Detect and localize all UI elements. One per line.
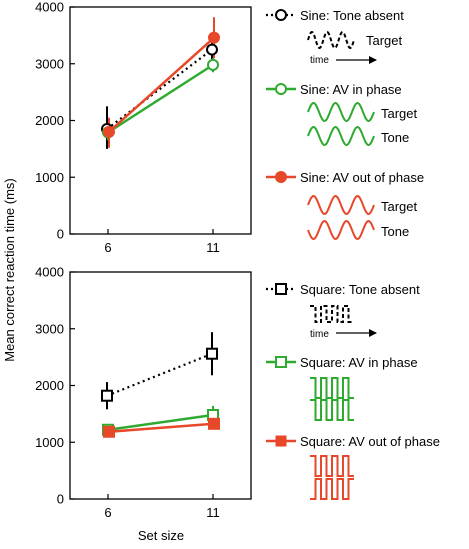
square-y-tick-label: 1000: [35, 435, 64, 450]
sine-y-tick-label: 3000: [35, 56, 64, 71]
legend-entry-sine-tone-absent: Sine: Tone absent: [266, 8, 404, 23]
square-axes: 0 1000 2000 3000 4000 6 11: [35, 265, 220, 521]
sine-x-tick-label: 6: [104, 240, 111, 255]
square-series-2-point: [103, 425, 115, 438]
sine-data-marks: [101, 17, 220, 149]
legend-entry-sine-av-in-phase: Sine: AV in phase: [266, 82, 402, 97]
square-plot-frame: [69, 271, 252, 500]
square-series-0-line: [106, 352, 213, 397]
square-y-tick-label: 0: [57, 492, 64, 507]
square-y-tick-label: 4000: [35, 265, 64, 280]
square-legend: Square: Tone absent time Square: AV in p…: [266, 282, 440, 500]
square-series-2-line: [108, 422, 215, 433]
sine-out-phase-target-label: Target: [381, 199, 418, 214]
sine-series-1-point: [207, 58, 219, 71]
sine-out-phase-tone-wave: [307, 219, 375, 241]
sine-legend: Sine: Tone absent Target time Sine: AV i…: [266, 8, 424, 241]
square-in-phase-tone-wave: [310, 399, 354, 421]
sine-series-1-line: [107, 63, 214, 134]
sine-y-tick-label: 1000: [35, 170, 64, 185]
square-data-marks: [101, 332, 220, 438]
legend-entry-square-av-in-phase: Square: AV in phase: [266, 355, 418, 370]
square-out-phase-target-wave: [310, 455, 354, 477]
y-axis-label: Mean correct reaction time (ms): [2, 178, 17, 362]
square-series-0-point: [206, 347, 218, 360]
sine-series-0-point: [206, 43, 218, 56]
sine-y-tick-label: 4000: [35, 0, 64, 15]
legend-label-square-tone-absent: Square: Tone absent: [300, 282, 420, 297]
legend-entry-square-av-out-of-phase: Square: AV out of phase: [266, 434, 440, 449]
square-y-tick-label: 3000: [35, 321, 64, 336]
sine-series-0-line: [106, 48, 213, 130]
sine-y-tick-label: 2000: [35, 113, 64, 128]
legend-label-sine-av-in-phase: Sine: AV in phase: [300, 82, 402, 97]
sine-series-2-line: [108, 36, 215, 133]
sine-series-2-point: [208, 31, 220, 44]
legend-label-square-av-in-phase: Square: AV in phase: [300, 355, 418, 370]
x-axis-label: Set size: [138, 528, 184, 543]
square-out-phase-tone-wave: [310, 478, 354, 500]
sine-axes: 0 1000 2000 3000 4000 6 11: [35, 0, 220, 255]
sine-time-label: time: [310, 55, 329, 66]
sine-panel: 0 1000 2000 3000 4000 6 11: [35, 0, 252, 255]
square-panel: 0 1000 2000 3000 4000 6 11: [35, 265, 252, 521]
legend-label-sine-av-out-of-phase: Sine: AV out of phase: [300, 170, 424, 185]
square-series-2-point: [208, 417, 220, 430]
sine-plot-frame: [69, 6, 252, 235]
sine-in-phase-target-label: Target: [381, 106, 418, 121]
square-y-tick-label: 2000: [35, 378, 64, 393]
square-series-1-line: [107, 413, 214, 432]
legend-entry-sine-av-out-of-phase: Sine: AV out of phase: [266, 170, 424, 185]
sine-in-phase-tone-label: Tone: [381, 130, 409, 145]
square-x-tick-label: 6: [104, 505, 111, 520]
legend-label-square-av-out-of-phase: Square: AV out of phase: [300, 434, 440, 449]
sine-in-phase-target-wave: [307, 101, 375, 123]
square-time-label: time: [310, 329, 329, 340]
square-in-phase-target-wave: [310, 377, 354, 399]
square-series-0-point: [101, 389, 113, 402]
legend-label-sine-tone-absent: Sine: Tone absent: [300, 8, 404, 23]
sine-out-phase-tone-label: Tone: [381, 224, 409, 239]
sine-target-wave-dashed: [307, 30, 355, 50]
sine-in-phase-tone-wave: [307, 125, 375, 147]
square-x-tick-label: 11: [206, 505, 220, 520]
sine-out-phase-target-wave: [307, 194, 375, 216]
legend-entry-square-tone-absent: Square: Tone absent: [266, 282, 420, 297]
sine-series-2-point: [103, 125, 115, 138]
sine-x-tick-label: 11: [206, 240, 220, 255]
sine-target-label-1: Target: [366, 33, 403, 48]
sine-y-tick-label: 0: [57, 227, 64, 242]
square-target-wave-dashed: [310, 305, 354, 323]
